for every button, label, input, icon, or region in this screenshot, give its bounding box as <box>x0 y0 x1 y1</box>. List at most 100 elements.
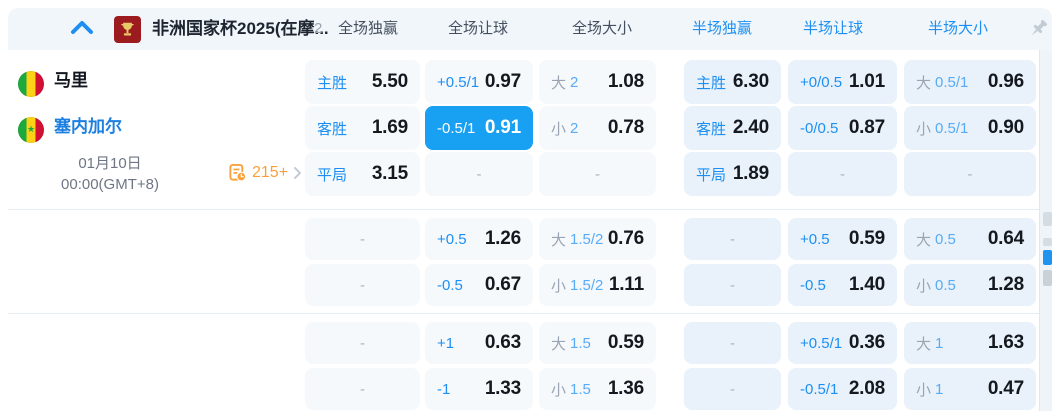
odds-cell-full-over[interactable]: 大 1.5 0.59 <box>539 322 656 364</box>
league-header-bar: 非洲国家杯2025(在摩... 2 全场独赢 全场让球 全场大小 半场独赢 半场… <box>8 8 1052 50</box>
side-toolbar-button-1[interactable] <box>1043 212 1052 226</box>
odds-value: 1.08 <box>607 71 644 92</box>
odds-value: 0.36 <box>848 332 885 353</box>
odds-cell-half-draw[interactable]: 平局 1.89 <box>684 152 781 196</box>
odds-cell-full-handicap[interactable]: +1 0.63 <box>425 322 533 364</box>
kickoff-clock: 00:00(GMT+8) <box>61 176 159 193</box>
odds-label: +0.5 <box>800 230 830 248</box>
side-toolbar-button-active[interactable] <box>1043 250 1052 265</box>
odds-cell-full-over[interactable]: 大 1.5/2 0.76 <box>539 218 656 260</box>
odds-row-draw: 平局 3.15 - - 平局 1.89 - - <box>305 152 1036 196</box>
odds-label: +1 <box>437 334 455 352</box>
more-markets-link[interactable]: 215+ <box>228 163 302 182</box>
odds-cell-half-handicap[interactable]: -0.5/1 2.08 <box>788 368 897 410</box>
odds-cell-half-over[interactable]: 大 0.5 0.64 <box>904 218 1036 260</box>
empty-dash: - <box>730 230 735 248</box>
empty-dash: - <box>360 276 365 294</box>
odds-cell-half-win-home[interactable]: 主胜 6.30 <box>684 60 781 104</box>
odds-label: -0.5 <box>800 276 826 294</box>
odds-cell-empty: - <box>305 218 420 260</box>
odds-label: 客胜 <box>317 120 348 138</box>
pin-button[interactable] <box>1026 17 1050 41</box>
odds-cell-full-over[interactable]: 大 2 1.08 <box>539 60 656 104</box>
odds-cell-half-handicap-home[interactable]: +0/0.5 1.01 <box>788 60 897 104</box>
ou-line: 0.5/1 <box>935 73 969 91</box>
odds-cell-full-handicap[interactable]: +0.5 1.26 <box>425 218 533 260</box>
odds-cell-half-over[interactable]: 大 1 1.63 <box>904 322 1036 364</box>
odds-section-main: 主胜 5.50 +0.5/1 0.97 大 2 1.08 主胜 6.30 +0/… <box>305 60 1036 198</box>
odds-cell-half-under[interactable]: 小 1 0.47 <box>904 368 1036 410</box>
odds-value: 1.01 <box>848 71 885 92</box>
odds-value: 0.91 <box>484 117 521 138</box>
empty-dash: - <box>730 276 735 294</box>
ou-line: 2 <box>570 73 579 91</box>
odds-cell-half-handicap[interactable]: +0.5 0.59 <box>788 218 897 260</box>
match-count-badge: 2 <box>314 20 323 37</box>
side-toolbar <box>1039 50 1052 411</box>
empty-dash: - <box>476 165 482 183</box>
odds-cell-half-handicap[interactable]: -0.5 1.40 <box>788 264 897 306</box>
kickoff-date: 01月10日 <box>78 155 142 172</box>
odds-cell-half-win-away[interactable]: 客胜 2.40 <box>684 106 781 150</box>
ou-line: 0.5 <box>935 276 956 294</box>
odds-cell-full-handicap[interactable]: -1 1.33 <box>425 368 533 410</box>
odds-cell-empty: - <box>305 322 420 364</box>
odds-cell-full-handicap-home[interactable]: +0.5/1 0.97 <box>425 60 533 104</box>
odds-cell-half-under[interactable]: 小 0.5 1.28 <box>904 264 1036 306</box>
odds-cell-full-handicap-away-selected[interactable]: -0.5/1 0.91 <box>425 106 533 150</box>
section-divider <box>8 209 1039 210</box>
home-team-name[interactable]: 马里 <box>54 71 88 90</box>
collapse-button[interactable] <box>68 17 98 41</box>
odds-cell-empty: - <box>305 368 420 410</box>
odds-value: 5.50 <box>371 71 408 92</box>
column-header-half-win: 半场独赢 <box>692 20 753 37</box>
odds-cell-empty: - <box>684 264 781 306</box>
column-header-full-handicap: 全场让球 <box>448 20 509 37</box>
odds-cell-full-win-away[interactable]: 客胜 1.69 <box>305 106 420 150</box>
odds-cell-full-handicap[interactable]: -0.5 0.67 <box>425 264 533 306</box>
odds-value: 1.33 <box>484 378 521 399</box>
empty-dash: - <box>730 334 735 352</box>
odds-value: 0.76 <box>607 228 644 249</box>
ou-line: 1.5/2 <box>570 230 604 248</box>
side-toolbar-button-3[interactable] <box>1043 270 1052 286</box>
odds-cell-full-draw[interactable]: 平局 3.15 <box>305 152 420 196</box>
odds-cell-empty: - <box>425 152 533 196</box>
odds-cell-full-under[interactable]: 小 2 0.78 <box>539 106 656 150</box>
empty-dash: - <box>840 165 845 183</box>
odds-cell-empty: - <box>788 152 897 196</box>
ou-prefix: 大 <box>551 335 567 353</box>
odds-cell-half-under[interactable]: 小 0.5/1 0.90 <box>904 106 1036 150</box>
odds-cell-half-handicap[interactable]: +0.5/1 0.36 <box>788 322 897 364</box>
odds-cell-half-handicap-away[interactable]: -0/0.5 0.87 <box>788 106 897 150</box>
more-markets-count: 215+ <box>252 163 289 181</box>
column-header-half-handicap: 半场让球 <box>803 20 864 37</box>
ou-prefix: 小 <box>916 120 932 138</box>
odds-label: 平局 <box>696 166 727 184</box>
empty-dash: - <box>595 165 600 183</box>
odds-row: - +0.5 1.26 大 1.5/2 0.76 - +0.5 0.59 大 0… <box>305 218 1036 260</box>
odds-cell-full-win-home[interactable]: 主胜 5.50 <box>305 60 420 104</box>
ou-prefix: 小 <box>916 381 932 399</box>
odds-cell-empty: - <box>539 152 656 196</box>
chevron-right-icon <box>294 166 302 179</box>
odds-cell-full-under[interactable]: 小 1.5 1.36 <box>539 368 656 410</box>
column-header-full-win: 全场独赢 <box>338 20 399 37</box>
ou-prefix: 大 <box>551 231 567 249</box>
ou-prefix: 大 <box>551 74 567 92</box>
odds-value: 0.90 <box>987 117 1024 138</box>
empty-dash: - <box>967 165 973 183</box>
odds-section-alt-2: - +1 0.63 大 1.5 0.59 - +0.5/1 0.36 大 1 1… <box>305 322 1036 411</box>
odds-cell-half-over[interactable]: 大 0.5/1 0.96 <box>904 60 1036 104</box>
odds-row: - -0.5 0.67 小 1.5/2 1.11 - -0.5 1.40 小 0… <box>305 264 1036 306</box>
odds-cell-empty: - <box>684 322 781 364</box>
odds-label: -0.5 <box>437 276 463 294</box>
away-team-name[interactable]: 塞内加尔 <box>54 117 122 136</box>
odds-value: 2.40 <box>732 117 769 138</box>
odds-label: -0.5/1 <box>800 380 839 398</box>
league-title[interactable]: 非洲国家杯2025(在摩... <box>152 19 329 38</box>
odds-cell-full-under[interactable]: 小 1.5/2 1.11 <box>539 264 656 306</box>
side-toolbar-button-2[interactable] <box>1043 238 1052 246</box>
ou-prefix: 小 <box>551 277 567 295</box>
odds-value: 0.87 <box>848 117 885 138</box>
